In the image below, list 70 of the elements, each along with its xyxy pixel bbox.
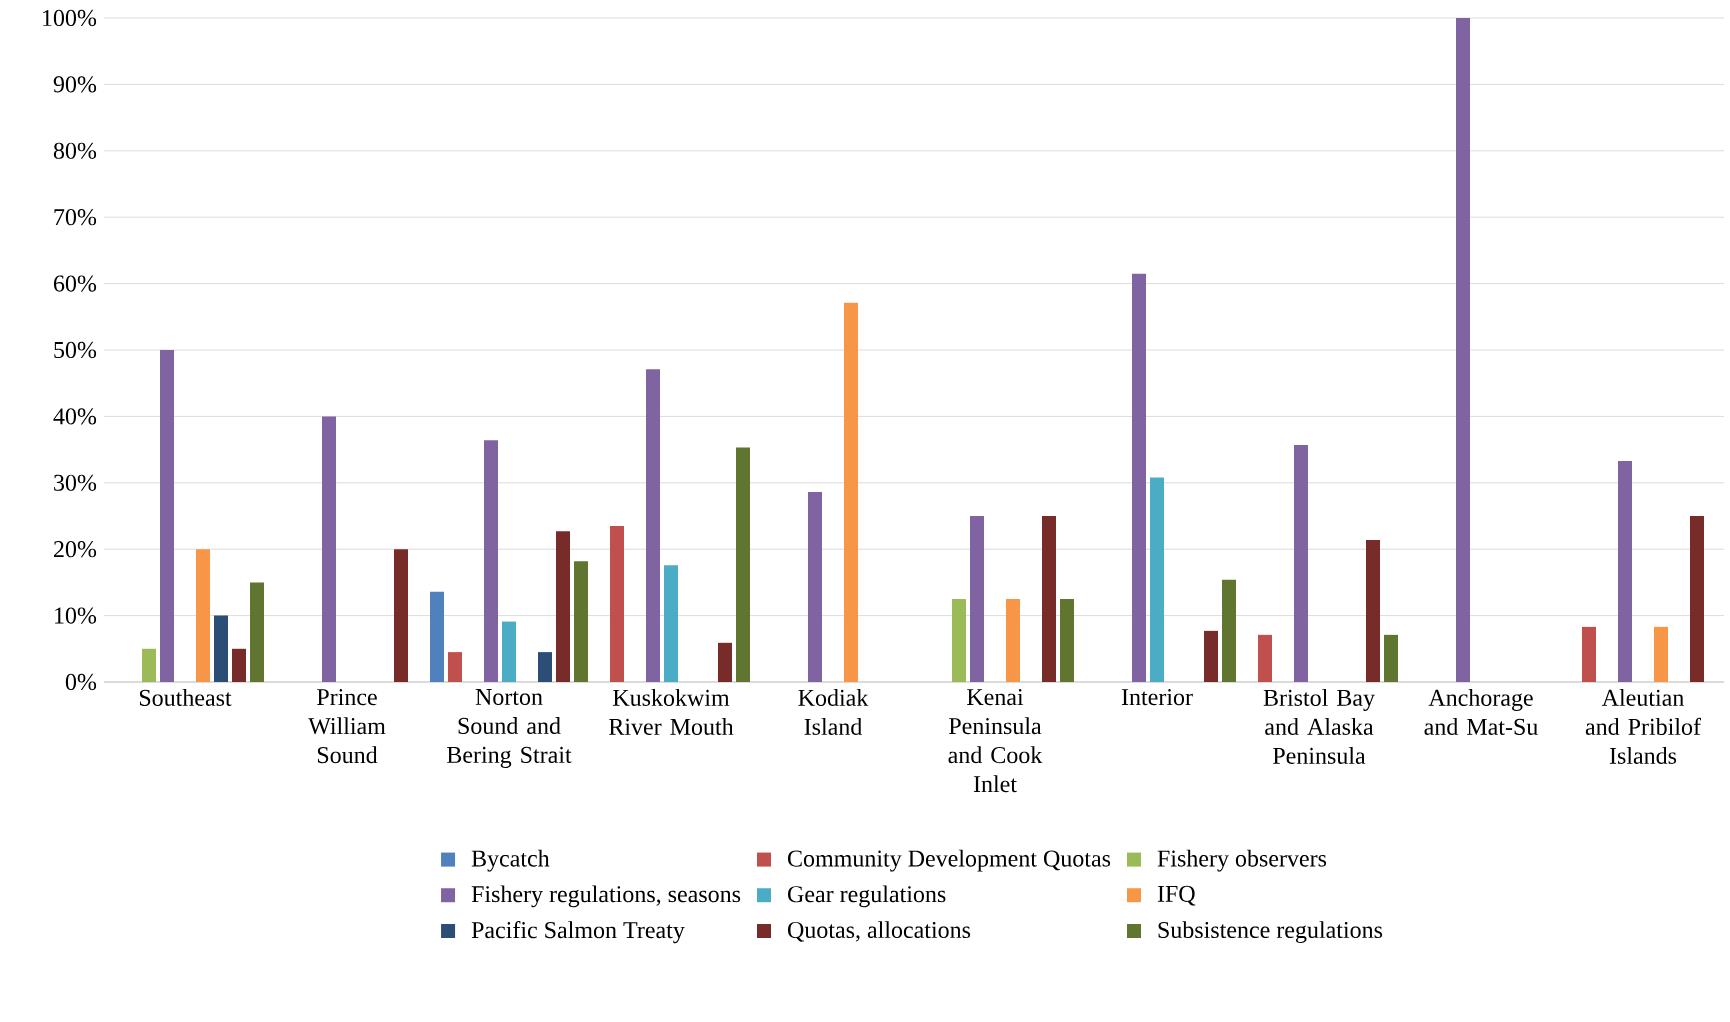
bar: [1366, 539, 1381, 682]
bar: [430, 591, 445, 682]
bar: [214, 615, 229, 682]
bar: [1060, 599, 1075, 682]
bar: [952, 599, 966, 682]
bar: [538, 652, 553, 682]
x-tick-label: Kodiak Island: [798, 689, 869, 735]
x-tick-label: Kuskokwim River Mouth: [609, 689, 734, 735]
bar: [610, 525, 624, 682]
bar: [1006, 599, 1020, 682]
legend-label: Pacific Salmon Treaty: [471, 921, 685, 944]
x-tick-label: Aleutian and Pribilof Islands: [1585, 689, 1702, 764]
y-tick-label: 80%: [53, 142, 97, 159]
y-tick-label: 50%: [54, 341, 97, 359]
bar: [394, 549, 409, 682]
bar: [556, 531, 571, 682]
legend-label: Fishery regulations, seasons: [471, 885, 741, 908]
bar: [646, 369, 661, 682]
x-tick-label: Southeast: [139, 689, 232, 706]
bar: [844, 302, 859, 682]
bar: [1654, 626, 1668, 682]
y-tick-label: 30%: [54, 474, 97, 491]
bar: [502, 621, 517, 682]
bar: [448, 652, 463, 682]
bar: [142, 648, 157, 682]
bar: [1258, 634, 1272, 682]
y-tick-label: 60%: [53, 275, 97, 292]
bar: [322, 416, 337, 682]
bar: [1042, 515, 1056, 682]
x-tick-label: Prince William Sound: [308, 689, 386, 764]
bar: [970, 515, 985, 682]
legend-label: Fishery observers: [1157, 849, 1327, 872]
legend-label: Quotas, allocations: [787, 921, 971, 942]
bar: [574, 561, 589, 682]
bar: [1132, 273, 1146, 682]
legend-label: Subsistence regulations: [1158, 921, 1383, 944]
bar: [484, 440, 498, 682]
legend-label: IFQ: [1157, 885, 1196, 906]
bar: [1150, 477, 1165, 682]
bar: [250, 582, 265, 682]
bar: [1456, 18, 1471, 682]
bar: [160, 349, 175, 682]
legend-label: Bycatch: [471, 849, 550, 872]
bar: [1384, 634, 1398, 682]
legend-label: Community Development Quotas: [787, 849, 1111, 872]
bar: [232, 648, 247, 682]
y-tick-label: 0%: [65, 673, 97, 691]
bar: [808, 492, 823, 682]
x-tick-label: Kenai Peninsula and Cook Inlet: [948, 689, 1043, 793]
y-tick-label: 40%: [53, 408, 97, 425]
y-tick-label: 10%: [55, 607, 97, 624]
bar: [1582, 626, 1597, 682]
y-tick-label: 90%: [53, 76, 97, 93]
bar: [1690, 515, 1704, 682]
y-tick-label: 100%: [43, 9, 97, 27]
legend-label: Gear regulations: [787, 885, 946, 908]
bar: [718, 642, 733, 682]
x-tick-label: Bristol Bay and Alaska Peninsula: [1263, 689, 1375, 764]
bar: [664, 565, 679, 682]
bar: [1222, 579, 1236, 682]
x-tick-label: Interior: [1121, 689, 1193, 706]
bar: [736, 447, 751, 682]
y-tick-label: 20%: [54, 541, 97, 558]
bar: [1204, 630, 1218, 682]
bar: [1618, 460, 1633, 682]
x-tick-label: Norton Sound and Bering Strait: [447, 689, 572, 768]
bar: [1294, 444, 1308, 682]
y-tick-label: 70%: [54, 209, 97, 226]
bar: [196, 549, 211, 682]
x-tick-label: Anchorage and Mat-Su: [1424, 689, 1538, 735]
